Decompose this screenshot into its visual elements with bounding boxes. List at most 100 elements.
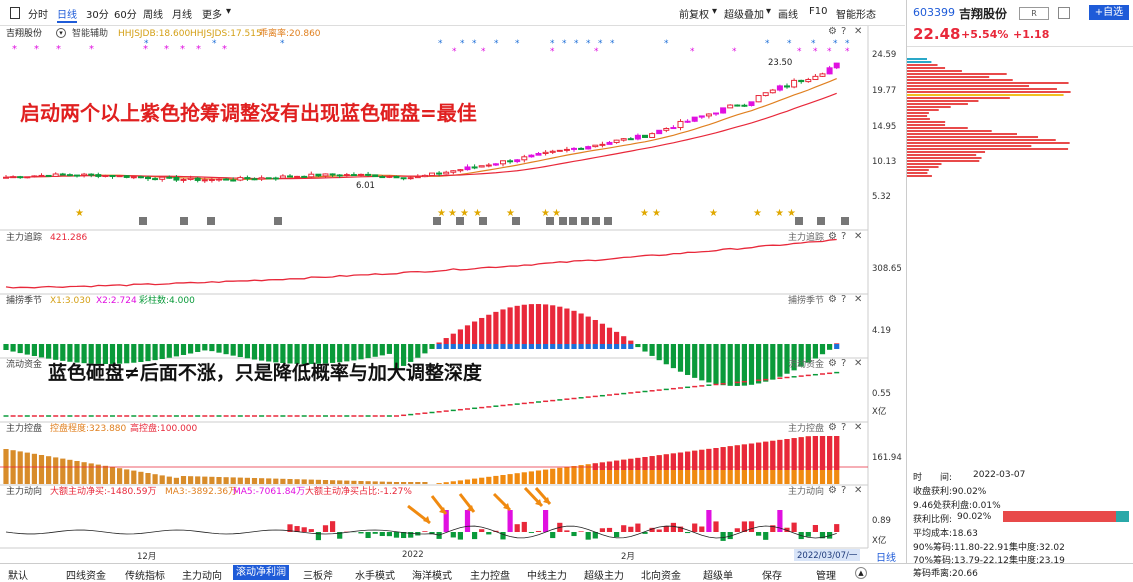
move-bar xyxy=(699,526,704,532)
candle xyxy=(181,179,186,180)
tab-period-day[interactable]: 日线 xyxy=(57,6,77,23)
tab-ocean-mode[interactable]: 海洋模式 xyxy=(412,567,452,582)
chevron-down-icon[interactable]: ▾ xyxy=(226,6,231,17)
help-icon[interactable]: ? xyxy=(841,26,846,37)
control-bar xyxy=(202,477,207,484)
season-bar xyxy=(508,344,513,349)
close-icon[interactable]: ✕ xyxy=(854,485,862,496)
tab-super-order[interactable]: 超级单 xyxy=(703,567,733,582)
candle xyxy=(273,178,278,179)
close-icon[interactable]: ✕ xyxy=(854,26,862,37)
close-icon[interactable]: ✕ xyxy=(854,358,862,369)
season-bar xyxy=(614,344,619,349)
tab-period-30m[interactable]: 30分 xyxy=(86,6,109,21)
purple-marker: * xyxy=(196,44,201,55)
menu-f10[interactable]: F10 xyxy=(809,6,827,17)
tab-traditional[interactable]: 传统指标 xyxy=(125,567,165,582)
tab-mid-main[interactable]: 中线主力 xyxy=(527,567,567,582)
control-bar xyxy=(266,478,271,484)
rating-badge[interactable]: R xyxy=(1019,7,1049,20)
high-price-label: 23.50 xyxy=(768,58,792,68)
chip-time-label: 时 间: xyxy=(913,470,952,483)
candle xyxy=(671,128,676,129)
close-icon[interactable]: ✕ xyxy=(854,231,862,242)
tab-main-move[interactable]: 主力动向 xyxy=(182,567,222,582)
season-bar xyxy=(834,344,839,349)
settings-icon[interactable]: ⚙ xyxy=(828,294,837,305)
chevron-down-icon[interactable]: ▾ xyxy=(712,6,717,17)
help-icon[interactable]: ? xyxy=(841,422,846,433)
settings-icon[interactable]: ⚙ xyxy=(828,358,837,369)
menu-smart-pattern[interactable]: 智能形态 xyxy=(836,6,876,21)
help-icon[interactable]: ? xyxy=(841,485,846,496)
tab-default[interactable]: 默认 xyxy=(8,567,28,582)
move-bar xyxy=(586,532,591,540)
move-bar xyxy=(302,527,307,532)
candle xyxy=(373,175,378,177)
tab-manage[interactable]: 管理 xyxy=(816,567,836,582)
tab-period-fenshi[interactable]: 分时 xyxy=(28,6,48,21)
checkbox-icon[interactable] xyxy=(1058,7,1070,19)
season-bar xyxy=(451,344,456,349)
season-bar xyxy=(571,311,576,344)
menu-super-overlay[interactable]: 超级叠加 xyxy=(724,6,764,21)
tab-period-more[interactable]: 更多 xyxy=(202,6,222,21)
tab-save[interactable]: 保存 xyxy=(762,567,782,582)
purple-marker: * xyxy=(89,44,94,55)
move-bar xyxy=(522,522,527,532)
chip-bar xyxy=(907,94,1064,96)
settings-icon[interactable]: ⚙ xyxy=(828,422,837,433)
control-bar xyxy=(564,467,569,484)
candle xyxy=(60,174,65,175)
chevron-down-icon[interactable]: ▾ xyxy=(766,6,771,17)
tab-rolling-profit[interactable]: 滚动净利润 xyxy=(233,565,289,580)
candle xyxy=(39,175,44,176)
chevron-down-icon[interactable]: ▾ xyxy=(56,28,66,38)
tab-main-control[interactable]: 主力控盘 xyxy=(470,567,510,582)
settings-icon[interactable]: ⚙ xyxy=(828,485,837,496)
control-bar xyxy=(557,468,562,484)
candle xyxy=(763,93,768,96)
layout-icon[interactable] xyxy=(10,7,20,19)
control-bar xyxy=(39,455,44,484)
tab-four-line-fund[interactable]: 四线资金 xyxy=(66,567,106,582)
close-icon[interactable]: ✕ xyxy=(854,422,862,433)
panel-right-control: 主力控盘 xyxy=(788,423,824,435)
candle xyxy=(337,175,342,176)
tab-super-main[interactable]: 超级主力 xyxy=(584,567,624,582)
settings-icon[interactable]: ⚙ xyxy=(828,231,837,242)
tab-period-60m[interactable]: 60分 xyxy=(114,6,137,21)
smart-assist-label[interactable]: 智能辅助 xyxy=(72,28,108,40)
tab-three-axes[interactable]: 三板斧 xyxy=(303,567,333,582)
blue-marker: * xyxy=(610,39,615,49)
help-icon[interactable]: ? xyxy=(841,358,846,369)
panel-right-season: 捕捞季节 xyxy=(788,295,824,307)
candle xyxy=(699,116,704,117)
control-bar xyxy=(522,472,527,484)
menu-draw-line[interactable]: 画线 xyxy=(778,6,798,21)
control-bar xyxy=(323,480,328,484)
candle xyxy=(628,139,633,140)
close-icon[interactable]: ✕ xyxy=(854,294,862,305)
season-bar xyxy=(500,344,505,349)
tab-period-week[interactable]: 周线 xyxy=(143,6,163,21)
candle xyxy=(621,139,626,140)
date-mode-label[interactable]: 日线 xyxy=(876,549,896,564)
add-favorite-button[interactable]: +自选 xyxy=(1089,5,1129,20)
blue-marker: * xyxy=(833,39,838,49)
chip-bar xyxy=(907,166,939,168)
control-bar xyxy=(387,482,392,484)
menu-restore-right[interactable]: 前复权 xyxy=(679,6,709,21)
tab-sailor-mode[interactable]: 水手模式 xyxy=(355,567,395,582)
control-bar xyxy=(209,477,214,484)
control-bar-high xyxy=(749,444,754,471)
candle xyxy=(543,152,548,153)
settings-icon[interactable]: ⚙ xyxy=(828,26,837,37)
chevron-up-icon[interactable]: ▲ xyxy=(855,567,867,579)
tab-north-fund[interactable]: 北向资金 xyxy=(641,567,681,582)
control-bar xyxy=(344,481,349,484)
tab-period-month[interactable]: 月线 xyxy=(172,6,192,21)
help-icon[interactable]: ? xyxy=(841,231,846,242)
help-icon[interactable]: ? xyxy=(841,294,846,305)
move-bar xyxy=(579,531,584,532)
